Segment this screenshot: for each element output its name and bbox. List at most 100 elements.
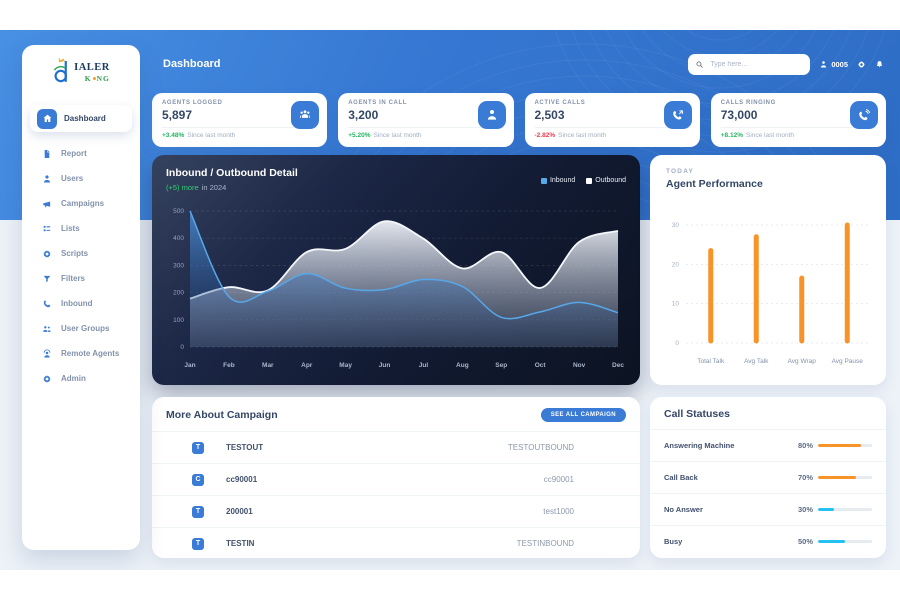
campaign-badge: T [192, 441, 204, 454]
see-all-campaign-button[interactable]: SEE ALL CAMPAIGN [540, 408, 626, 422]
sidebar-item-label: Admin [61, 374, 86, 383]
sidebar-item-inbound[interactable]: Inbound [22, 291, 140, 316]
stat-delta: +5.20% [348, 132, 371, 139]
progress-track [818, 444, 872, 447]
svg-text:10: 10 [672, 301, 680, 308]
sidebar-item-remote-agents[interactable]: Remote Agents [22, 341, 140, 366]
svg-text:May: May [339, 362, 352, 369]
sidebar-item-label: Inbound [61, 299, 93, 308]
brand-dot [92, 76, 96, 80]
svg-text:500: 500 [173, 208, 184, 215]
svg-text:Feb: Feb [223, 362, 235, 369]
campaign-row[interactable]: T TESTIN TESTINBOUND [152, 527, 640, 558]
legend-inbound: Inbound [540, 169, 575, 192]
progress-fill [818, 508, 835, 511]
brand-name: IALER K NG [74, 56, 110, 82]
inbound-outbound-subtitle: (+5) more in 2024 [166, 183, 227, 192]
progress-fill [818, 476, 856, 479]
search-box[interactable] [688, 53, 811, 75]
sidebar-menu: Dashboard Report Users Campaigns Lists Script… [22, 105, 140, 391]
megaphone-icon [42, 199, 52, 209]
call-status-meter: 80% [798, 441, 872, 450]
svg-text:100: 100 [173, 317, 184, 324]
sidebar-item-lists[interactable]: Lists [22, 216, 140, 241]
campaign-row[interactable]: T 200001 test1000 [152, 495, 640, 527]
svg-text:Jun: Jun [379, 362, 391, 369]
sidebar-item-report[interactable]: Report [22, 141, 140, 166]
search-input[interactable] [708, 59, 804, 69]
brand-name-bottom: K NG [84, 73, 110, 83]
call-status-label: No Answer [664, 505, 703, 514]
settings-icon[interactable] [857, 60, 866, 69]
gear-icon [42, 249, 52, 259]
svg-text:400: 400 [173, 235, 184, 242]
call-status-percent: 50% [797, 537, 813, 546]
campaigns-title: More About Campaign [166, 409, 278, 421]
sidebar-item-filters[interactable]: Filters [22, 266, 140, 291]
call-statuses-card: Call Statuses Answering Machine 80% Call B… [650, 397, 886, 558]
brand-logo: IALER K NG [22, 45, 140, 98]
sidebar-item-label: Users [61, 174, 84, 183]
sidebar-item-admin[interactable]: Admin [22, 366, 140, 391]
inbound-outbound-header: Inbound / Outbound Detail (+5) more in 20… [152, 155, 640, 192]
svg-text:Jan: Jan [184, 362, 195, 369]
call-status-percent: 80% [797, 441, 813, 450]
svg-text:Avg Wrap: Avg Wrap [788, 358, 817, 365]
call-statuses-title: Call Statuses [664, 408, 730, 420]
sidebar: IALER K NG Dashboard Report Users Campaigns L… [22, 45, 140, 550]
svg-text:Oct: Oct [535, 362, 547, 369]
sidebar-item-label: Lists [61, 224, 80, 233]
stat-delta: +3.48% [162, 132, 185, 139]
brand-name-top: IALER [74, 62, 110, 73]
user-icon [42, 174, 52, 184]
call-status-label: Call Back [664, 473, 698, 482]
stat-label: CALLS RINGING [720, 100, 776, 106]
sidebar-item-label: Campaigns [61, 199, 105, 208]
phone-ring-icon [850, 101, 878, 129]
call-status-row: Call Back 70% [650, 461, 886, 493]
stat-label: AGENTS LOGGED [162, 100, 223, 106]
svg-text:300: 300 [173, 262, 184, 269]
stat-delta: +8.12% [720, 132, 743, 139]
sidebar-item-dashboard[interactable]: Dashboard [30, 105, 132, 132]
stat-card-agents-in-call: AGENTS IN CALL 3,200 +5.20% Since last mont… [338, 93, 514, 147]
inbound-outbound-chart: 0 100 200 300 400 500 Jan Feb Mar Apr May Jun Jul Aug… [173, 208, 624, 369]
inbound-outbound-titles: Inbound / Outbound Detail (+5) more in 20… [166, 167, 298, 192]
svg-text:0: 0 [180, 344, 184, 351]
group3-icon [291, 101, 320, 129]
call-status-percent: 30% [797, 505, 813, 514]
campaign-badge: T [192, 505, 204, 518]
progress-track [818, 476, 872, 479]
campaign-name: cc90001 [226, 475, 258, 484]
agent-performance-card: TODAY Agent Performance 0 10 20 30 Total Tal… [650, 155, 886, 385]
call-status-meter: 30% [798, 505, 872, 514]
notifications-bell-icon[interactable] [875, 60, 884, 69]
campaigns-card: More About Campaign SEE ALL CAMPAIGN T TE… [152, 397, 640, 558]
sidebar-item-users[interactable]: Users [22, 166, 140, 191]
svg-text:Mar: Mar [262, 362, 274, 369]
stat-value: 2,503 [534, 108, 565, 122]
campaign-value: cc90001 [543, 475, 574, 484]
chart-legend: Inbound Outbound [540, 167, 626, 192]
user-menu[interactable]: 0005 [819, 60, 848, 69]
svg-text:Dec: Dec [612, 362, 624, 369]
sidebar-item-user-groups[interactable]: User Groups [22, 316, 140, 341]
sidebar-item-campaigns[interactable]: Campaigns [22, 191, 140, 216]
stat-footnote: +3.48% Since last month [162, 127, 318, 139]
app-background: Dashboard 0005 [0, 30, 900, 570]
campaign-row[interactable]: T TESTOUT TESTOUTBOUND [152, 431, 640, 463]
remote-icon [42, 349, 52, 359]
inbound-outbound-card: Inbound / Outbound Detail (+5) more in 20… [152, 155, 640, 385]
legend-outbound: Outbound [586, 169, 626, 192]
stat-footnote: +8.12% Since last month [720, 127, 876, 139]
stat-value: 5,897 [162, 108, 193, 122]
campaign-badge: T [192, 537, 204, 550]
call-status-label: Busy [664, 537, 683, 546]
progress-fill [818, 444, 862, 447]
svg-text:Sep: Sep [495, 362, 507, 369]
sidebar-item-scripts[interactable]: Scripts [22, 241, 140, 266]
dialerking-logo-icon [53, 57, 68, 83]
svg-text:Total Talk: Total Talk [697, 358, 725, 365]
